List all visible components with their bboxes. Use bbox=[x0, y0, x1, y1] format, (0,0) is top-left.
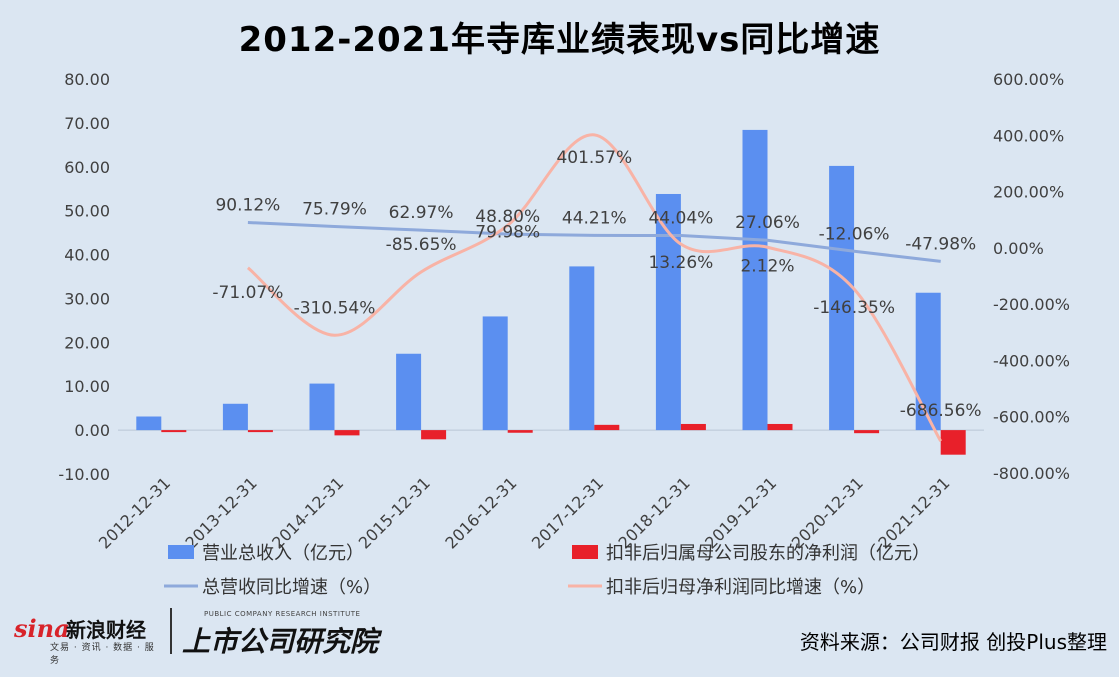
profit-growth-data-label: -686.56% bbox=[900, 401, 982, 421]
y-right-tick-label: 600.00% bbox=[993, 70, 1064, 89]
profit-bar bbox=[507, 430, 533, 433]
x-tick-label: 2015-12-31 bbox=[355, 473, 434, 552]
profit-growth-data-label: -85.65% bbox=[386, 235, 457, 255]
revenue-bar bbox=[742, 129, 768, 431]
revenue-bar bbox=[655, 193, 681, 431]
profit-growth-data-label: 2.12% bbox=[740, 256, 794, 276]
y-left-tick-label: 50.00 bbox=[64, 202, 110, 221]
y-right-tick-label: 400.00% bbox=[993, 126, 1064, 145]
profit-growth-data-label: 13.26% bbox=[648, 253, 713, 273]
revenue-bar bbox=[569, 266, 595, 431]
legend-revenue-growth-label: 总营收同比增速（%） bbox=[202, 577, 381, 598]
revenue-growth-data-label: 75.79% bbox=[302, 200, 367, 220]
profit-bar bbox=[594, 424, 620, 431]
profit-growth-data-label: -71.07% bbox=[212, 283, 283, 303]
ssri-logo-cn: 上市公司研究院 bbox=[182, 625, 379, 658]
y-left-tick-label: -10.00 bbox=[58, 465, 110, 484]
profit-bar bbox=[940, 430, 966, 455]
revenue-growth-data-label: -47.98% bbox=[905, 234, 976, 254]
profit-growth-data-label: 79.98% bbox=[475, 222, 540, 242]
y-right-tick-label: 0.00% bbox=[993, 239, 1044, 258]
revenue-bar bbox=[136, 416, 162, 431]
revenue-growth-data-label: 90.12% bbox=[215, 195, 280, 215]
y-left-tick-label: 20.00 bbox=[64, 333, 110, 352]
x-tick-label: 2013-12-31 bbox=[182, 473, 261, 552]
x-tick-label: 2016-12-31 bbox=[441, 473, 520, 552]
revenue-bar bbox=[915, 292, 941, 431]
sina-logo-sub: 文易 · 资讯 · 数据 · 服务 bbox=[50, 643, 155, 666]
profit-bar bbox=[161, 430, 187, 433]
x-tick-label: 2020-12-31 bbox=[788, 473, 867, 552]
profit-bar bbox=[247, 430, 273, 433]
research-institute-logo: PUBLIC COMPANY RESEARCH INSTITUTE 上市公司研究… bbox=[182, 608, 382, 658]
chart-title: 2012-2021年寺库业绩表现vs同比增速 bbox=[238, 20, 881, 60]
y-right-tick-label: -600.00% bbox=[993, 408, 1070, 427]
legend-revenue-label: 营业总收入（亿元） bbox=[202, 543, 364, 564]
x-tick-label: 2017-12-31 bbox=[528, 473, 607, 552]
revenue-growth-data-label: -12.06% bbox=[819, 224, 890, 244]
legend-profit-label: 扣非后归属母公司股东的净利润（亿元） bbox=[606, 543, 930, 564]
profit-growth-data-label: 401.57% bbox=[556, 148, 632, 168]
revenue-bar bbox=[309, 383, 335, 431]
profit-growth-data-label: -310.54% bbox=[294, 298, 376, 318]
y-right-tick-label: -800.00% bbox=[993, 464, 1070, 483]
profit-growth-data-label: -146.35% bbox=[813, 298, 895, 318]
legend-revenue-swatch bbox=[168, 545, 194, 559]
y-left-tick-label: 80.00 bbox=[64, 70, 110, 89]
revenue-bar bbox=[222, 403, 248, 431]
revenue-growth-data-label: 48.80% bbox=[475, 207, 540, 227]
x-tick-label: 2021-12-31 bbox=[874, 473, 953, 552]
revenue-growth-line bbox=[247, 220, 941, 263]
profit-bar bbox=[767, 423, 793, 431]
revenue-bar bbox=[482, 316, 508, 431]
revenue-bar bbox=[396, 353, 422, 431]
revenue-growth-data-label: 27.06% bbox=[735, 213, 800, 233]
ssri-logo-en: PUBLIC COMPANY RESEARCH INSTITUTE bbox=[204, 610, 361, 618]
revenue-growth-data-label: 44.04% bbox=[648, 208, 713, 228]
y-left-tick-label: 70.00 bbox=[64, 114, 110, 133]
profit-bar bbox=[421, 430, 447, 440]
profit-bar bbox=[680, 423, 706, 431]
y-left-tick-label: 60.00 bbox=[64, 158, 110, 177]
x-tick-label: 2019-12-31 bbox=[701, 473, 780, 552]
y-right-tick-label: -200.00% bbox=[993, 295, 1070, 314]
profit-growth-line bbox=[246, 133, 943, 442]
y-left-tick-label: 10.00 bbox=[64, 377, 110, 396]
y-right-tick-label: 200.00% bbox=[993, 183, 1064, 202]
x-tick-label: 2012-12-31 bbox=[95, 473, 174, 552]
profit-bar bbox=[334, 430, 360, 436]
x-tick-label: 2018-12-31 bbox=[615, 473, 694, 552]
revenue-growth-data-label: 44.21% bbox=[562, 208, 627, 228]
revenue-bar bbox=[829, 165, 855, 431]
y-left-tick-label: 40.00 bbox=[64, 246, 110, 265]
legend-profit-swatch bbox=[572, 545, 598, 559]
y-right-tick-label: -400.00% bbox=[993, 351, 1070, 370]
profit-bar bbox=[854, 430, 880, 434]
y-left-tick-label: 30.00 bbox=[64, 289, 110, 308]
sina-logo-word: sina bbox=[14, 614, 70, 643]
y-left-tick-label: 0.00 bbox=[74, 421, 110, 440]
legend-profit-growth-label: 扣非后归母净利润同比增速（%） bbox=[606, 577, 875, 598]
footer-divider bbox=[170, 608, 172, 654]
source-note: 资料来源：公司财报 创投Plus整理 bbox=[799, 630, 1107, 654]
revenue-growth-data-label: 62.97% bbox=[389, 203, 454, 223]
sina-logo-cn: 新浪财经 bbox=[66, 618, 146, 642]
x-tick-label: 2014-12-31 bbox=[268, 473, 347, 552]
sina-finance-logo: sina 新浪财经 文易 · 资讯 · 数据 · 服务 bbox=[14, 612, 164, 666]
